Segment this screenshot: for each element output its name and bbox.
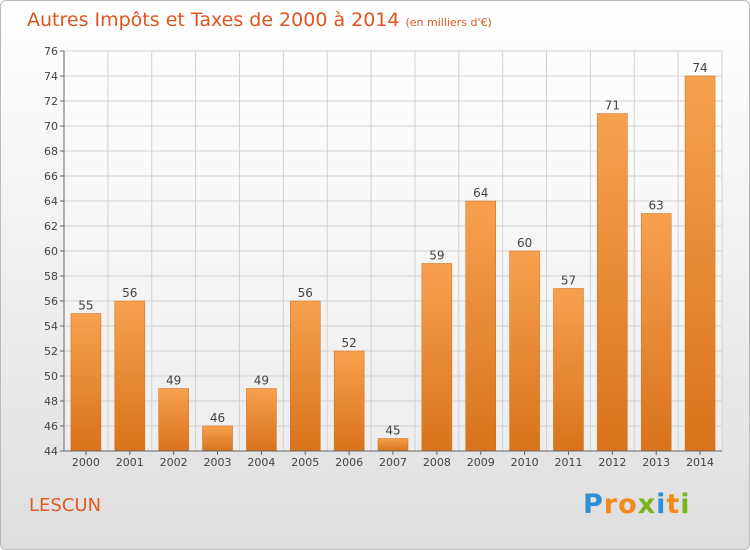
data-label: 49 <box>166 374 181 388</box>
y-tick-label: 46 <box>44 420 58 433</box>
data-label: 60 <box>517 236 532 250</box>
data-label: 56 <box>122 286 137 300</box>
x-tick-label: 2005 <box>291 456 319 469</box>
logo-letter: r <box>603 489 619 520</box>
x-tick-label: 2004 <box>247 456 275 469</box>
logo-letter: x <box>637 489 657 520</box>
x-tick-label: 2000 <box>72 456 100 469</box>
x-tick-label: 2002 <box>160 456 188 469</box>
y-tick-label: 44 <box>44 445 58 458</box>
place-name: LESCUN <box>29 495 102 516</box>
bar <box>246 388 277 452</box>
y-tick-label: 66 <box>44 170 58 183</box>
y-tick-label: 62 <box>44 220 58 233</box>
x-tick-label: 2014 <box>686 456 714 469</box>
data-label: 46 <box>210 411 225 425</box>
bar <box>553 288 584 452</box>
y-tick-label: 68 <box>44 145 58 158</box>
y-tick-label: 58 <box>44 270 58 283</box>
y-tick-label: 74 <box>44 70 58 83</box>
y-tick-label: 64 <box>44 195 58 208</box>
data-label: 63 <box>649 199 664 213</box>
bar <box>114 300 146 452</box>
bar-layer: 55 56 49 46 49 56 52 45 59 64 60 57 71 63 74 <box>70 61 716 452</box>
x-tick-label: 2009 <box>467 456 495 469</box>
proxiti-logo: Proxiti <box>583 489 691 520</box>
bar <box>509 250 540 452</box>
title-text: Autres Impôts et Taxes de 2000 à 2014 <box>27 9 400 31</box>
y-tick-label: 60 <box>44 245 58 258</box>
x-tick-label: 2012 <box>598 456 626 469</box>
axis-layer: 44 46 48 50 52 54 56 58 60 62 64 66 68 70 72 74 76 2000 20… <box>44 45 722 469</box>
data-label: 49 <box>254 374 269 388</box>
bar <box>333 350 365 452</box>
y-tick-label: 52 <box>44 345 58 358</box>
data-label: 74 <box>692 61 707 75</box>
y-tick-label: 56 <box>44 295 58 308</box>
data-label: 71 <box>605 99 620 113</box>
logo-letter: o <box>618 489 638 520</box>
y-tick-label: 54 <box>44 320 58 333</box>
y-tick-label: 48 <box>44 395 58 408</box>
bar <box>158 388 189 452</box>
logo-letter: t <box>666 489 681 520</box>
data-label: 52 <box>341 336 356 350</box>
bar <box>421 263 453 452</box>
bar <box>202 425 233 452</box>
data-label: 45 <box>385 424 400 438</box>
bar <box>70 313 102 452</box>
bar <box>290 300 321 452</box>
data-label: 59 <box>429 249 444 263</box>
y-tick-label: 70 <box>44 120 58 133</box>
logo-letter: i <box>656 489 667 520</box>
x-tick-label: 2010 <box>511 456 539 469</box>
x-tick-label: 2011 <box>554 456 582 469</box>
x-tick-label: 2013 <box>642 456 670 469</box>
data-label: 57 <box>561 274 576 288</box>
bar <box>640 213 672 452</box>
bar <box>465 200 496 452</box>
bar <box>377 438 409 452</box>
x-tick-label: 2006 <box>335 456 363 469</box>
logo-letter: i <box>680 489 691 520</box>
data-label: 64 <box>473 186 488 200</box>
x-tick-label: 2001 <box>116 456 144 469</box>
x-tick-label: 2007 <box>379 456 407 469</box>
title-unit: (en milliers d'€) <box>405 16 492 29</box>
y-tick-label: 72 <box>44 95 58 108</box>
x-tick-label: 2003 <box>204 456 232 469</box>
data-label: 55 <box>78 299 93 313</box>
data-label: 56 <box>298 286 313 300</box>
x-tick-label: 2008 <box>423 456 451 469</box>
y-tick-label: 50 <box>44 370 58 383</box>
bar <box>597 113 628 452</box>
chart-title: Autres Impôts et Taxes de 2000 à 2014 (en… <box>27 9 492 31</box>
logo-letter: P <box>583 489 604 520</box>
y-tick-label: 76 <box>44 45 58 58</box>
bar <box>684 75 716 452</box>
